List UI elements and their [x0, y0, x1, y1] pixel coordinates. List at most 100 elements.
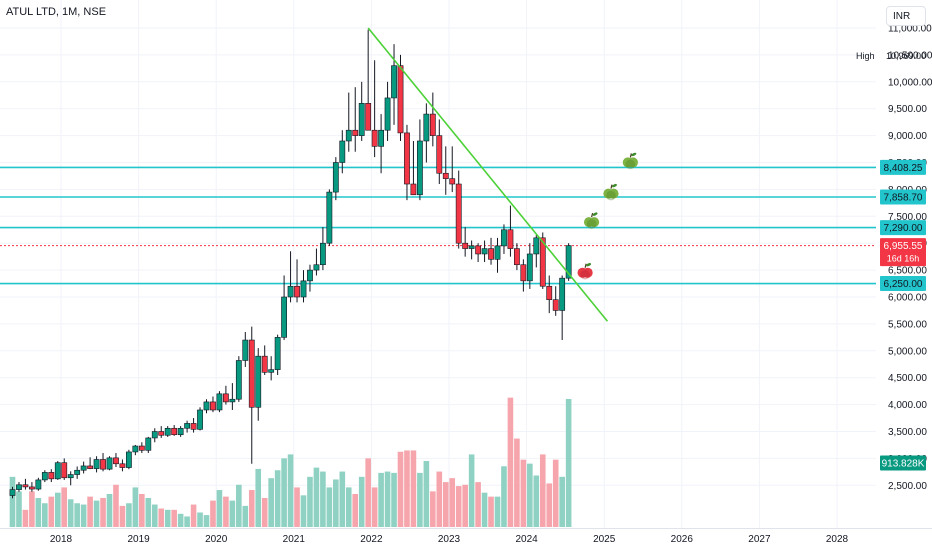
candle-body [145, 437, 152, 451]
apple-shade [625, 159, 636, 170]
candle-body [255, 355, 262, 408]
volume-bar [300, 495, 307, 527]
level-price-tag-text: 7,290.00 [884, 223, 923, 234]
x-tick-label: 2027 [748, 534, 771, 545]
x-tick-label: 2020 [205, 534, 228, 545]
candle [307, 264, 313, 292]
candle-body [462, 242, 469, 249]
red-apple-icon [577, 263, 593, 280]
x-tick-label: 2028 [826, 534, 849, 545]
candle [552, 286, 559, 316]
volume-bar [210, 500, 216, 527]
volume-bar [494, 496, 501, 527]
candle [378, 114, 384, 174]
candle [294, 259, 300, 303]
horizontal-levels[interactable] [0, 166, 876, 285]
apple-stem [610, 184, 613, 189]
volume-bar [100, 497, 106, 527]
candle [397, 54, 404, 141]
candle-body [436, 135, 443, 174]
volume-bar [184, 516, 190, 527]
volume-bar [29, 491, 35, 527]
volume-bar [449, 478, 456, 527]
candle [404, 124, 410, 201]
symbol-title[interactable]: ATUL LTD, 1M, NSE [6, 6, 107, 18]
candle [319, 227, 326, 271]
candle-body [235, 360, 242, 400]
candle-body [455, 183, 462, 244]
volume-bar [345, 487, 352, 527]
volume-bar [436, 471, 443, 527]
volume-bar [268, 478, 274, 527]
candle [197, 407, 203, 431]
candle-body [559, 277, 566, 311]
volume-bar [248, 490, 255, 527]
volume-bar [42, 503, 48, 527]
volume-bar [164, 509, 171, 527]
y-tick-label: 11,000.00 [888, 24, 932, 35]
volume-bar [455, 486, 462, 527]
candle [520, 259, 527, 292]
candle [371, 60, 378, 158]
candle-body [268, 369, 275, 373]
candlesticks [9, 29, 572, 499]
volume-bar [87, 496, 93, 527]
volume-bar [9, 476, 16, 527]
candle-body [106, 457, 113, 470]
candle-body [539, 237, 546, 287]
apple-stem [590, 212, 594, 218]
candle [313, 248, 320, 276]
candle-body [177, 427, 184, 436]
time-axis[interactable]: 2018 2019 2020 2021 2022 2023 2024 2025 2026 2027… [50, 534, 849, 545]
candle-body [520, 264, 527, 282]
candle-body [229, 398, 236, 403]
apple-shade [606, 190, 616, 201]
volume-bar [242, 505, 249, 527]
volume-bar [404, 450, 410, 527]
candle-body [158, 431, 165, 436]
candle-body [171, 427, 178, 436]
candle-body [468, 245, 475, 249]
candle-body [197, 409, 203, 430]
volume-bar [552, 459, 559, 527]
candle [559, 275, 566, 341]
x-tick-label: 2022 [360, 534, 383, 545]
candle [48, 469, 55, 483]
volume-bar [236, 484, 242, 527]
volume-bar [126, 503, 132, 527]
level-price-tag: 7,858.70 [880, 189, 926, 205]
candle [416, 119, 423, 201]
candle-body [35, 479, 42, 490]
volume-bar [113, 484, 119, 527]
candle-body [494, 245, 501, 260]
volume-bar [294, 487, 300, 527]
candle-body [294, 285, 300, 298]
high-label: High [856, 51, 875, 61]
candle [436, 119, 443, 185]
chart-grid [0, 0, 876, 528]
volume-bar [287, 454, 294, 527]
candle [35, 477, 42, 491]
apple-shade [580, 269, 590, 280]
candle [248, 326, 255, 464]
trendline[interactable] [367, 27, 609, 322]
candle [268, 356, 275, 381]
currency-button[interactable]: INR [886, 6, 926, 26]
volume-bar [197, 512, 203, 527]
last-price-tag-bg [880, 238, 926, 267]
candle-body [54, 462, 61, 480]
time-axis-separator [0, 528, 932, 529]
candle-body [274, 337, 281, 370]
volume-bar [171, 509, 177, 527]
y-tick-label: 4,000.00 [888, 400, 927, 411]
candle-body [449, 178, 456, 185]
high-value: 10,969.00 [886, 51, 927, 61]
volume-bar [229, 500, 236, 527]
candle [494, 237, 501, 273]
candle-body [16, 484, 22, 490]
volume-bar [320, 471, 326, 527]
candle-body [501, 229, 507, 247]
candle-body [552, 299, 559, 311]
candle [339, 130, 346, 174]
